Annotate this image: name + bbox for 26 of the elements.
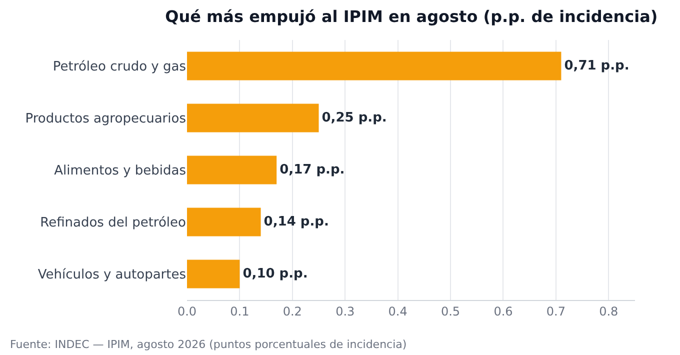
x-tick-label: 0.2: [282, 304, 302, 318]
bar: [187, 208, 261, 236]
data-label: 0,25 p.p.: [322, 110, 387, 126]
data-label: 0,14 p.p.: [264, 214, 329, 230]
y-tick-label: Alimentos y bebidas: [54, 164, 186, 179]
source-note: Fuente: INDEC — IPIM, agosto 2026 (puntos porcentuales de incidencia): [10, 338, 407, 351]
x-tick-label: 0.1: [230, 304, 250, 318]
bar: [187, 52, 562, 80]
x-tick-label: 0.3: [336, 304, 355, 318]
x-tick-label: 0.5: [440, 304, 460, 318]
bar: [187, 104, 319, 132]
bar: [187, 260, 240, 288]
data-label: 0,71 p.p.: [564, 58, 630, 74]
x-tick-label: 0.6: [494, 304, 513, 318]
data-label: 0,17 p.p.: [280, 162, 345, 178]
y-tick-label: Refinados del petróleo: [40, 216, 186, 231]
x-tick-label: 0.8: [599, 304, 618, 318]
x-tick-label: 0.7: [546, 304, 566, 318]
bar: [187, 156, 277, 184]
y-tick-label: Petróleo crudo y gas: [52, 60, 186, 75]
y-tick-label: Productos agropecuarios: [25, 112, 186, 127]
y-tick-label: Vehículos y autopartes: [38, 268, 186, 283]
x-tick-label: 0.0: [177, 304, 197, 318]
data-label: 0,10 p.p.: [242, 266, 308, 282]
chart-title: Qué más empujó al IPIM en agosto (p.p. de incidencia): [165, 6, 658, 26]
x-tick-label: 0.4: [388, 304, 408, 318]
